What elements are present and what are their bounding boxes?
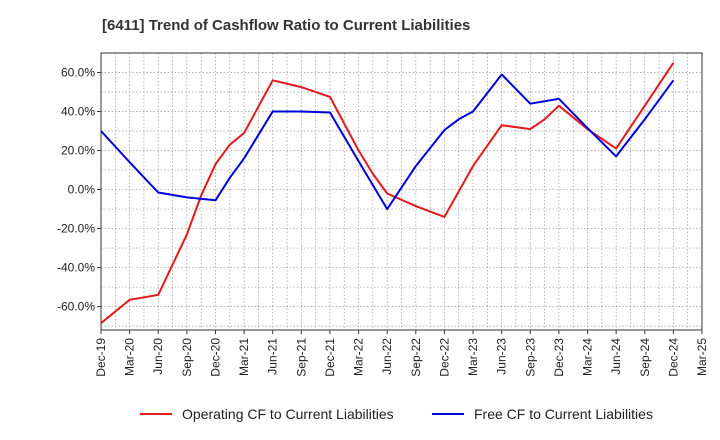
x-tick-label: Dec-20: [208, 338, 222, 377]
x-tick-label: Sep-23: [523, 338, 537, 377]
y-tick-label: 60.0%: [61, 66, 95, 80]
x-tick-label: Mar-25: [695, 338, 709, 376]
x-axis: Dec-19 Mar-20 Jun-20 Sep-20 Dec-20 Mar-21 Jun-…: [94, 330, 709, 377]
x-tick-label: Sep-22: [409, 338, 423, 377]
x-tick-label: Jun-20: [151, 338, 165, 375]
y-axis: -60.0% -40.0% -20.0% 0.0% 20.0% 40.0% 60.0%: [57, 66, 101, 314]
series-line-1: [100, 62, 675, 324]
x-tick-label: Jun-23: [495, 338, 509, 375]
legend-label-1: Operating CF to Current Liabilities: [182, 406, 394, 422]
y-tick-label: 20.0%: [61, 144, 95, 158]
x-tick-label: Sep-24: [638, 338, 652, 377]
series: [100, 62, 675, 324]
grid: [100, 52, 703, 330]
x-tick-label: Dec-23: [552, 338, 566, 377]
x-tick-label: Dec-22: [437, 338, 451, 377]
x-tick-label: Sep-21: [294, 338, 308, 377]
x-tick-label: Mar-21: [237, 338, 251, 376]
plot-area: [100, 52, 703, 331]
x-tick-label: Dec-19: [94, 338, 108, 377]
x-tick-label: Jun-22: [380, 338, 394, 375]
chart-title: [6411] Trend of Cashflow Ratio to Curren…: [102, 17, 470, 34]
legend-label-2: Free CF to Current Liabilities: [474, 406, 653, 422]
x-tick-label: Mar-22: [352, 338, 366, 376]
x-tick-label: Mar-20: [123, 338, 137, 376]
y-tick-label: 40.0%: [61, 105, 95, 119]
x-tick-label: Mar-23: [466, 338, 480, 376]
x-tick-label: Sep-20: [180, 338, 194, 377]
y-tick-label: -20.0%: [57, 222, 95, 236]
series-line-2: [100, 73, 675, 211]
y-tick-label: 0.0%: [68, 183, 96, 197]
x-tick-label: Jun-21: [266, 338, 280, 375]
y-tick-label: -60.0%: [57, 300, 95, 314]
x-tick-label: Dec-21: [323, 338, 337, 377]
x-tick-label: Dec-24: [666, 338, 680, 377]
x-tick-label: Mar-24: [581, 338, 595, 376]
x-tick-label: Jun-24: [609, 338, 623, 375]
y-tick-label: -40.0%: [57, 261, 95, 275]
legend: Operating CF to Current Liabilities Free …: [140, 406, 653, 422]
